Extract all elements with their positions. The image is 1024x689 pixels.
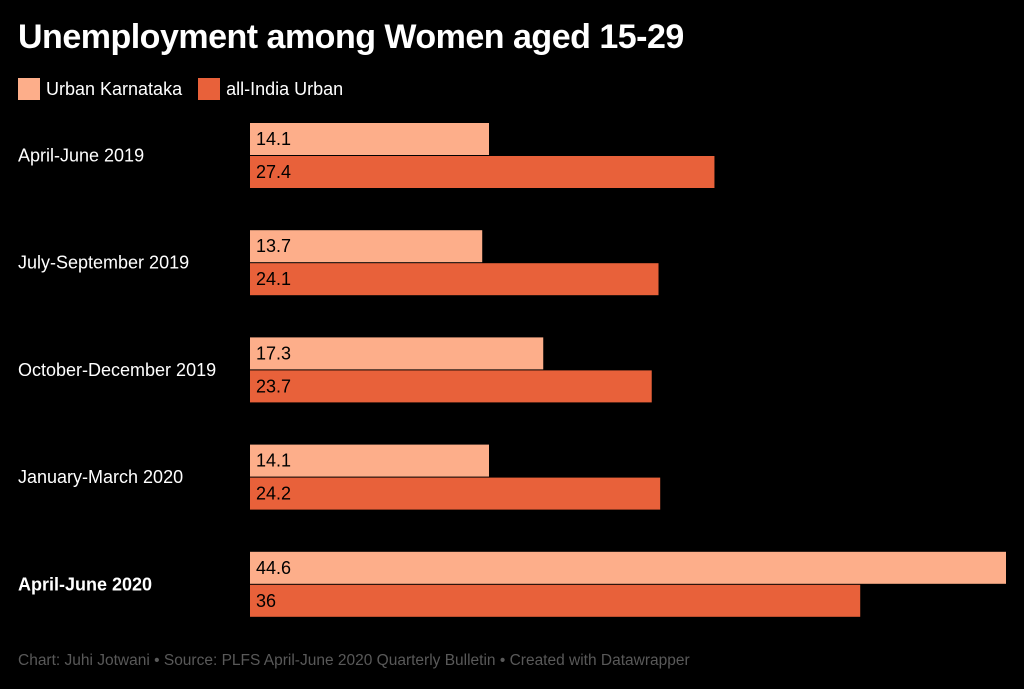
category-label: April-June 2019 bbox=[18, 146, 144, 166]
bar bbox=[250, 551, 1006, 584]
bar-value-label: 14.1 bbox=[256, 451, 291, 471]
legend-item-all-india-urban: all-India Urban bbox=[198, 78, 343, 100]
category-label: April-June 2020 bbox=[18, 574, 152, 594]
bar bbox=[250, 584, 861, 617]
bar-value-label: 36 bbox=[256, 591, 276, 611]
category-label: January-March 2020 bbox=[18, 467, 183, 487]
bar-value-label: 17.3 bbox=[256, 343, 291, 363]
bar-value-label: 13.7 bbox=[256, 236, 291, 256]
chart-footer: Chart: Juhi Jotwani • Source: PLFS April… bbox=[18, 652, 690, 669]
legend: Urban Karnataka all-India Urban bbox=[18, 78, 359, 100]
bar bbox=[250, 370, 652, 403]
bar-value-label: 27.4 bbox=[256, 162, 291, 182]
bar bbox=[250, 477, 661, 510]
bar-value-label: 14.1 bbox=[256, 129, 291, 149]
bar bbox=[250, 230, 483, 263]
category-label: October-December 2019 bbox=[18, 360, 216, 380]
legend-label-all-india-urban: all-India Urban bbox=[226, 78, 344, 99]
category-label: July-September 2019 bbox=[18, 253, 189, 273]
chart-title: Unemployment among Women aged 15-29 bbox=[18, 18, 684, 56]
bar-value-label: 24.1 bbox=[256, 269, 291, 289]
bar bbox=[250, 444, 490, 477]
legend-item-urban-karnataka: Urban Karnataka bbox=[18, 78, 182, 100]
legend-swatch-urban-karnataka bbox=[18, 78, 40, 100]
bar-value-label: 44.6 bbox=[256, 558, 291, 578]
bar-value-label: 24.2 bbox=[256, 484, 291, 504]
bar bbox=[250, 123, 490, 155]
bar-value-label: 23.7 bbox=[256, 376, 291, 396]
bar bbox=[250, 337, 544, 370]
bar bbox=[250, 156, 715, 188]
bar bbox=[250, 263, 659, 296]
legend-label-urban-karnataka: Urban Karnataka bbox=[46, 78, 183, 99]
legend-swatch-all-india-urban bbox=[198, 78, 221, 100]
